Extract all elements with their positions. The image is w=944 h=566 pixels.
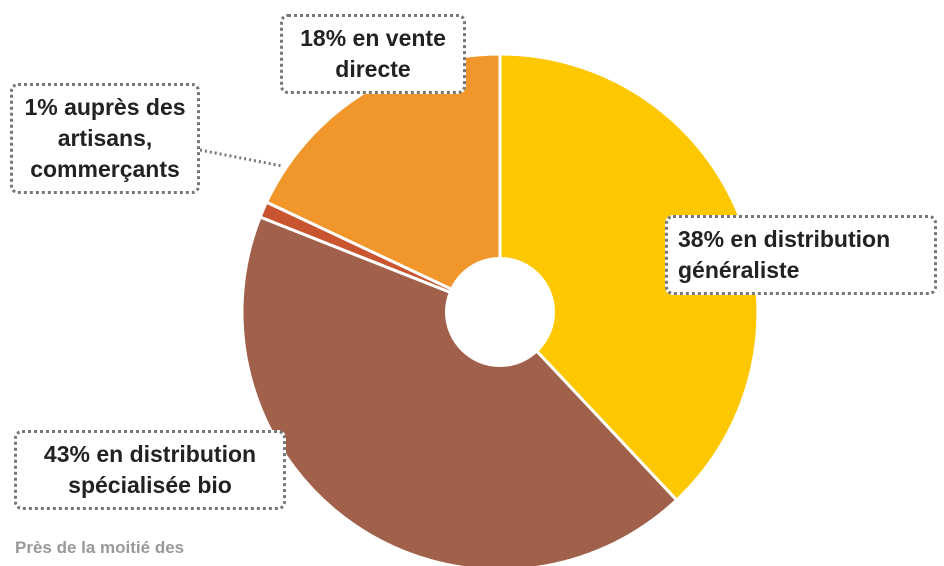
leader-line bbox=[199, 148, 283, 168]
caption: Près de la moitié des bbox=[15, 538, 185, 557]
slice-label: 18% en vente directe bbox=[280, 14, 466, 94]
pie-slice bbox=[240, 215, 679, 566]
donut-hole bbox=[445, 257, 555, 367]
slice-label: 1% auprès des artisans, commerçants bbox=[10, 83, 200, 194]
slice-label: 43% en distribution spécialisée bio bbox=[14, 430, 286, 510]
slice-label: 38% en distribution généraliste bbox=[665, 215, 937, 295]
pie-slice bbox=[264, 52, 502, 315]
